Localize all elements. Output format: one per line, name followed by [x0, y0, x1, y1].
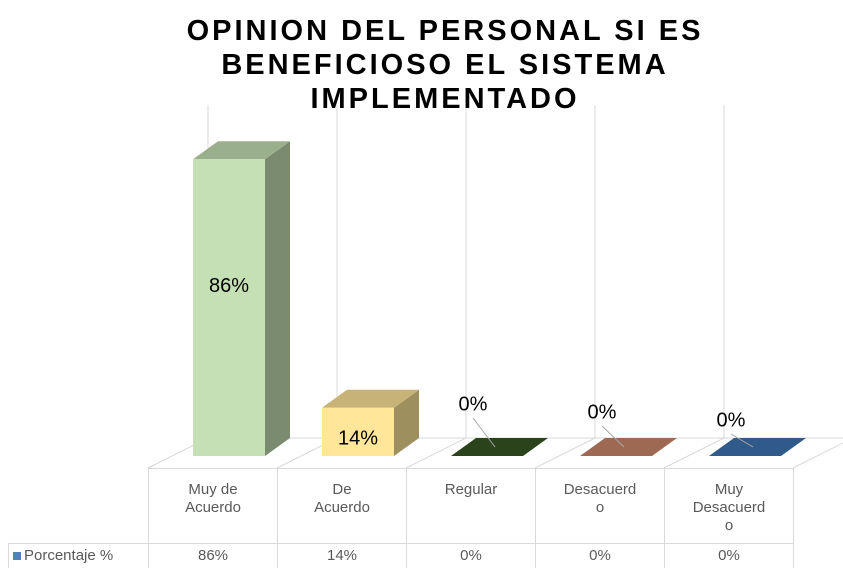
floor-line — [405, 437, 467, 469]
category-cell-text: Muy Desacuerdo — [692, 481, 766, 534]
category-cell-text: Regular — [444, 481, 498, 498]
data-label: 14% — [338, 427, 378, 449]
data-label: 0% — [588, 401, 617, 423]
category-cell: Muy Desacuerdo — [664, 468, 794, 544]
bar — [451, 438, 548, 456]
category-cell: Regular — [406, 468, 536, 544]
value-cell-text: 0% — [460, 547, 482, 564]
category-cell: Desacuerdo — [535, 468, 665, 544]
bar-top — [709, 438, 806, 456]
data-label: 86% — [209, 275, 249, 297]
category-cell: De Acuerdo — [277, 468, 407, 544]
floor-line — [534, 437, 596, 469]
bar — [322, 389, 419, 456]
leader-line — [730, 433, 754, 448]
bar — [580, 438, 677, 456]
floor-line — [792, 442, 843, 469]
bar-side — [394, 389, 419, 456]
data-label: 0% — [459, 393, 488, 415]
bar-front — [322, 407, 394, 456]
legend-cell: Porcentaje % — [8, 543, 149, 568]
value-cell-text: 0% — [589, 547, 611, 564]
bar-front — [193, 159, 265, 457]
legend-label: Porcentaje % — [24, 547, 114, 564]
value-cell: 0% — [535, 543, 665, 568]
bar-side — [265, 141, 290, 457]
category-cell-text: Desacuerdo — [563, 481, 637, 516]
bar — [193, 141, 290, 457]
chart-title: OPINION DEL PERSONAL SI ES BENEFICIOSO E… — [186, 15, 704, 115]
leader-line — [472, 417, 496, 448]
value-cell: 86% — [148, 543, 278, 568]
value-cell: 0% — [664, 543, 794, 568]
value-cell-text: 0% — [718, 547, 740, 564]
bar-top — [322, 389, 419, 408]
data-label: 0% — [717, 409, 746, 431]
category-cell: Muy de Acuerdo — [148, 468, 278, 544]
value-cell: 0% — [406, 543, 536, 568]
legend-swatch — [13, 552, 21, 560]
bar-top — [451, 438, 548, 456]
value-cell-text: 14% — [326, 547, 358, 564]
value-cell-text: 86% — [197, 547, 229, 564]
value-cell: 14% — [277, 543, 407, 568]
bar-top — [193, 141, 290, 160]
leader-line — [601, 425, 625, 448]
category-cell-text: Muy de Acuerdo — [185, 481, 241, 516]
floor-line — [663, 437, 725, 469]
bar — [709, 438, 806, 456]
bar-top — [580, 438, 677, 456]
category-cell-text: De Acuerdo — [314, 481, 370, 516]
